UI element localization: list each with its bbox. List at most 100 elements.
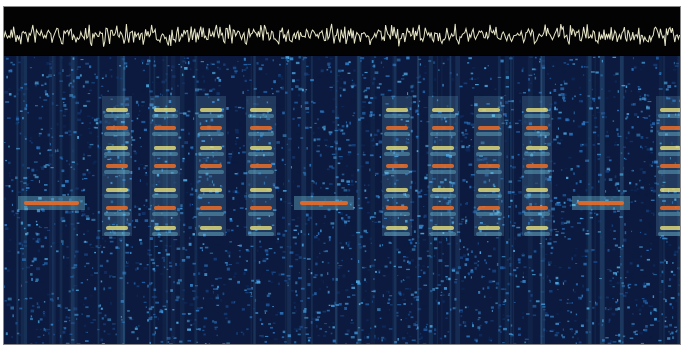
tone-dash [152,212,178,216]
tone-dash [386,206,408,210]
tone-dash [524,212,550,216]
tone-dash [476,152,502,156]
tone-dash [198,170,224,174]
tone-dash [432,188,454,192]
tone-dash [250,206,272,210]
tone-dash [432,164,454,168]
tone-dash [250,164,272,168]
tone-dash [250,188,272,192]
tone-dash [384,232,410,236]
tone-dash [658,114,680,118]
tone-marks [18,96,680,236]
tone-dash [152,132,178,136]
tone-dash [198,212,224,216]
tone-dash [478,164,500,168]
tone-dash [104,194,130,198]
waveform-strip [4,7,680,55]
tone-dash [198,194,224,198]
tone-dash [386,108,408,112]
tone-dash [152,114,178,118]
tone-dash [524,132,550,136]
tone-dash [478,126,500,130]
tone-dash [526,146,548,150]
tone-dash [250,108,272,112]
noise-speckle [4,56,680,344]
tone-dash [432,108,454,112]
tone-dash [104,232,130,236]
tone-dash [432,126,454,130]
tone-dash [524,232,550,236]
tone-dash [578,201,624,205]
tone-dash [430,152,456,156]
tone-dash [660,206,680,210]
tone-dash [248,212,274,216]
tone-dash [430,212,456,216]
tone-dash [384,194,410,198]
tone-dash [386,146,408,150]
tone-dash [152,170,178,174]
tone-dash [524,170,550,174]
tone-dash [658,132,680,136]
tone-dash [526,206,548,210]
tone-dash [524,114,550,118]
tone-dash [476,170,502,174]
tone-dash [476,132,502,136]
tone-dash [476,194,502,198]
tone-dash [660,146,680,150]
tone-dash [152,152,178,156]
tone-dash [106,226,128,230]
tone-dash [154,146,176,150]
tone-dash [106,188,128,192]
tone-dash [526,126,548,130]
tone-dash [384,212,410,216]
tone-dash [660,226,680,230]
tone-dash [104,114,130,118]
tone-dash [200,126,222,130]
tone-dash [24,201,79,205]
tone-dash [430,170,456,174]
tone-dash [658,170,680,174]
tone-dash [248,152,274,156]
tone-dash [478,206,500,210]
tone-dash [104,132,130,136]
tone-dash [526,226,548,230]
spectrogram-figure [3,6,681,345]
tone-dash [154,188,176,192]
waterfall-canvas [4,56,680,344]
tone-dash [386,226,408,230]
tone-dash [198,232,224,236]
tone-dash [248,170,274,174]
tone-dash [200,226,222,230]
tone-dash [430,132,456,136]
tone-dash [660,164,680,168]
tone-dash [432,146,454,150]
tone-dash [660,188,680,192]
tone-dash [248,194,274,198]
spectrogram-waterfall [4,56,680,344]
tone-dash [248,232,274,236]
tone-dash [476,114,502,118]
tone-dash [154,226,176,230]
tone-dash [432,226,454,230]
tone-dash [524,152,550,156]
tone-dash [104,170,130,174]
tone-dash [476,232,502,236]
tone-dash [250,226,272,230]
tone-dash [476,212,502,216]
tone-dash [250,126,272,130]
tone-dash [200,188,222,192]
vertical-streaks [16,56,680,344]
tone-dash [386,126,408,130]
tone-dash [430,232,456,236]
tone-dash [432,206,454,210]
tone-dash [248,114,274,118]
tone-dash [524,194,550,198]
tone-dash [430,194,456,198]
tone-dash [526,108,548,112]
tone-dash [200,164,222,168]
tone-dash [478,226,500,230]
tone-dash [152,194,178,198]
tone-dash [152,232,178,236]
tone-dash [658,194,680,198]
waveform-line [4,23,680,47]
